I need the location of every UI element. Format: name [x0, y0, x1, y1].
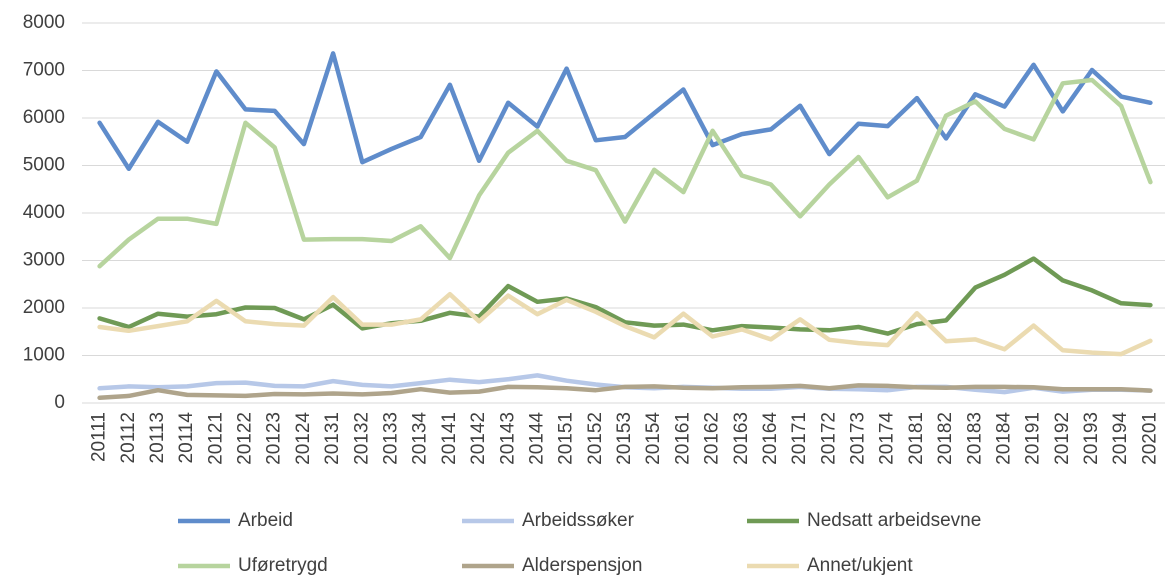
- x-tick-label: 20122: [235, 412, 256, 465]
- series-line: [97, 51, 1153, 172]
- x-tick-label: 20172: [818, 412, 839, 465]
- x-tick-label: 20113: [147, 412, 168, 463]
- y-tick-label: 0: [54, 392, 65, 413]
- series-line: [97, 383, 1153, 401]
- x-tick-label: 20174: [877, 412, 898, 465]
- x-tick-label: 20194: [1110, 412, 1131, 465]
- x-tick-label: 20173: [848, 412, 869, 465]
- y-tick-label: 1000: [23, 345, 65, 366]
- legend-label: Nedsatt arbeidsevne: [807, 510, 981, 531]
- y-tick-label: 6000: [23, 107, 65, 128]
- x-tick-label: 20193: [1081, 412, 1102, 465]
- x-tick-label: 20184: [993, 412, 1014, 465]
- y-tick-label: 7000: [23, 60, 65, 81]
- x-tick-label: 20154: [643, 412, 664, 465]
- series-line: [97, 291, 1153, 357]
- series-line: [97, 77, 1153, 269]
- legend-label: Annet/ukjent: [807, 555, 913, 576]
- x-tick-label: 20144: [526, 412, 547, 465]
- x-tick-label: 20164: [760, 412, 781, 465]
- legend-label: Arbeidssøker: [522, 510, 635, 531]
- x-tick-label: 20161: [672, 412, 693, 465]
- y-tick-label: 2000: [23, 297, 65, 318]
- x-tick-label: 20111: [89, 412, 110, 462]
- x-tick-label: 20181: [906, 412, 927, 465]
- x-tick-label: 20182: [935, 412, 956, 465]
- legend-label: Uføretrygd: [238, 555, 328, 576]
- x-tick-label: 20143: [497, 412, 518, 465]
- legend-label: Arbeid: [238, 510, 293, 531]
- x-tick-label: 20112: [118, 412, 139, 463]
- x-tick-label: 20124: [293, 412, 314, 465]
- x-tick-label: 20131: [322, 412, 343, 465]
- x-tick-label: 20132: [351, 412, 372, 465]
- y-tick-label: 3000: [23, 250, 65, 271]
- y-tick-label: 5000: [23, 155, 65, 176]
- x-tick-label: 20121: [205, 412, 226, 465]
- x-tick-label: 20114: [176, 412, 197, 464]
- x-tick-label: 20201: [1139, 412, 1160, 465]
- x-tick-label: 20162: [702, 412, 723, 465]
- y-tick-label: 4000: [23, 202, 65, 223]
- x-tick-label: 20191: [1023, 412, 1044, 465]
- x-tick-label: 20142: [468, 412, 489, 465]
- x-tick-label: 20133: [381, 412, 402, 465]
- x-tick-label: 20151: [556, 412, 577, 465]
- x-tick-label: 20134: [410, 412, 431, 465]
- x-tick-label: 20141: [439, 412, 460, 465]
- x-tick-label: 20153: [614, 412, 635, 465]
- y-tick-label: 8000: [23, 12, 65, 33]
- x-tick-label: 20123: [264, 412, 285, 465]
- series-line: [97, 256, 1153, 336]
- series-line: [97, 373, 1153, 395]
- x-tick-label: 20183: [964, 412, 985, 465]
- x-tick-label: 20152: [585, 412, 606, 465]
- x-tick-label: 20171: [789, 412, 810, 465]
- x-tick-label: 20192: [1052, 412, 1073, 465]
- x-tick-label: 20163: [731, 412, 752, 465]
- legend-label: Alderspensjon: [522, 555, 642, 576]
